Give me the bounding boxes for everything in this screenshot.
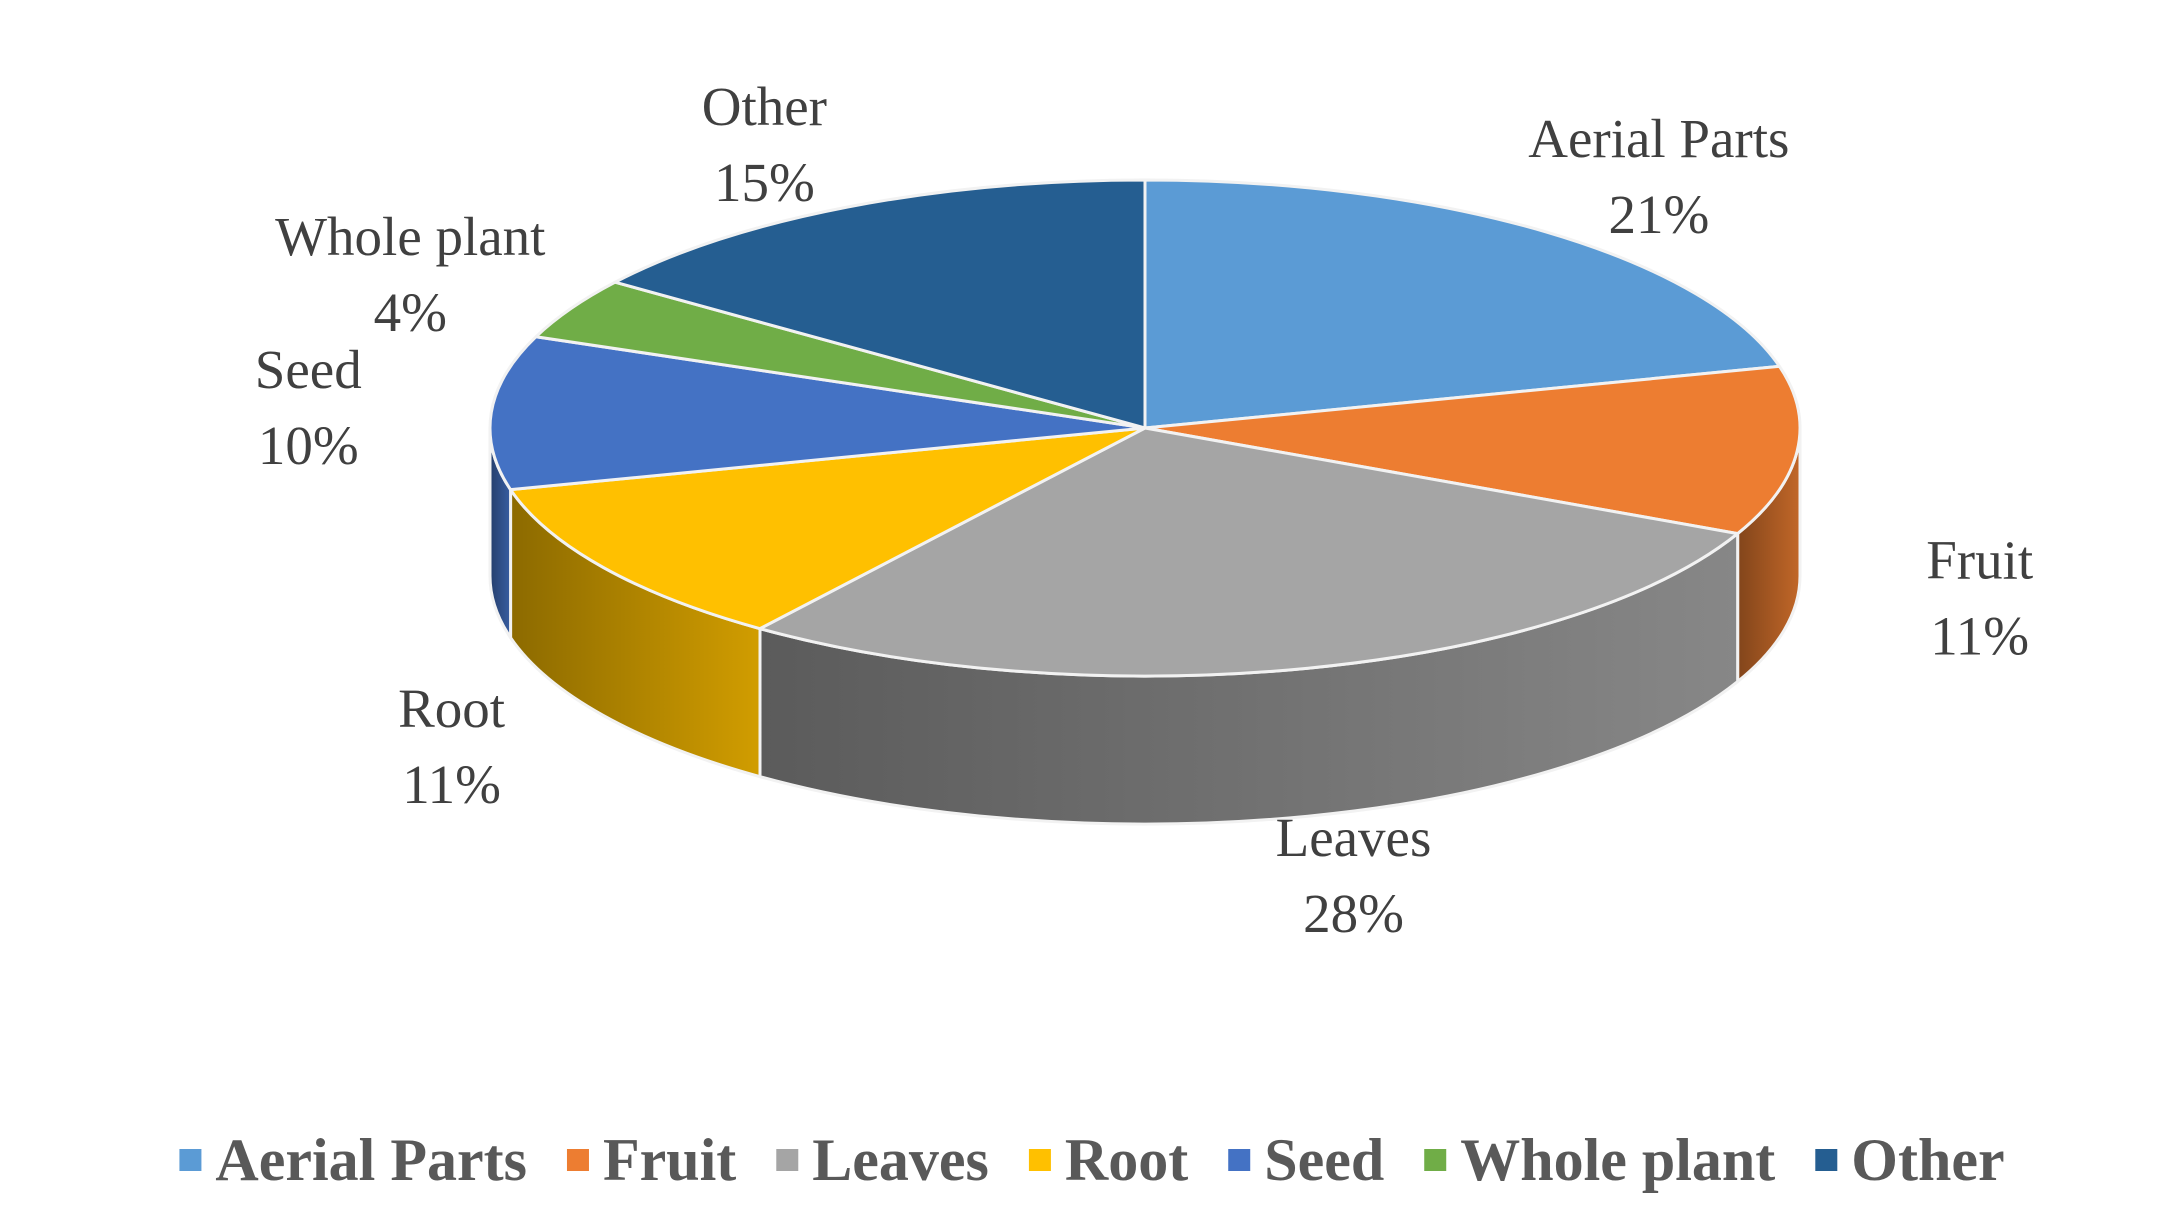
slice-label-leaves: Leaves 28% (1276, 807, 1432, 944)
slice-label-whole-plant: Whole plant 4% (275, 206, 545, 343)
slice-aerial-parts (1143, 178, 1781, 430)
legend-swatch (1815, 1149, 1838, 1171)
legend-swatch (179, 1149, 202, 1171)
slice-label-seed: Seed 10% (255, 339, 362, 476)
slice-label-other: Other 15% (702, 76, 827, 213)
legend-swatch (1028, 1149, 1051, 1171)
legend-label: Fruit (603, 1127, 736, 1193)
legend-swatch (566, 1149, 589, 1171)
pie-tops (488, 178, 1802, 678)
slice-label-fruit: Fruit 11% (1926, 529, 2033, 666)
legend: Aerial Parts Fruit Leaves Root Seed Whole pla… (179, 1127, 2005, 1193)
slice-labels: Aerial Parts 21% Fruit 11% Leaves 28% Root 11% S… (255, 76, 2033, 944)
legend-swatch (776, 1149, 799, 1171)
legend-label: Seed (1264, 1127, 1384, 1193)
legend-label: Aerial Parts (215, 1127, 527, 1193)
legend-swatch (1228, 1149, 1251, 1171)
slice-leaves (758, 426, 1740, 678)
legend-item-seed: Seed (1228, 1127, 1384, 1193)
slice-fruit (1143, 364, 1802, 536)
legend-item-whole-plant: Whole plant (1424, 1127, 1775, 1193)
legend-swatch (1424, 1149, 1447, 1171)
slice-label-root: Root 11% (398, 678, 505, 815)
slice-other (613, 178, 1147, 430)
legend-label: Leaves (812, 1127, 989, 1193)
legend-item-other: Other (1815, 1127, 2005, 1193)
legend-label: Root (1065, 1127, 1188, 1193)
legend-item-root: Root (1028, 1127, 1188, 1193)
slice-label-aerial-parts: Aerial Parts 21% (1528, 108, 1789, 245)
legend-item-aerial-parts: Aerial Parts (179, 1127, 527, 1193)
legend-item-leaves: Leaves (776, 1127, 989, 1193)
legend-item-fruit: Fruit (566, 1127, 736, 1193)
legend-label: Whole plant (1460, 1127, 1775, 1193)
legend-label: Other (1851, 1127, 2004, 1193)
slice-seed (488, 335, 1147, 492)
slice-root (509, 426, 1147, 631)
